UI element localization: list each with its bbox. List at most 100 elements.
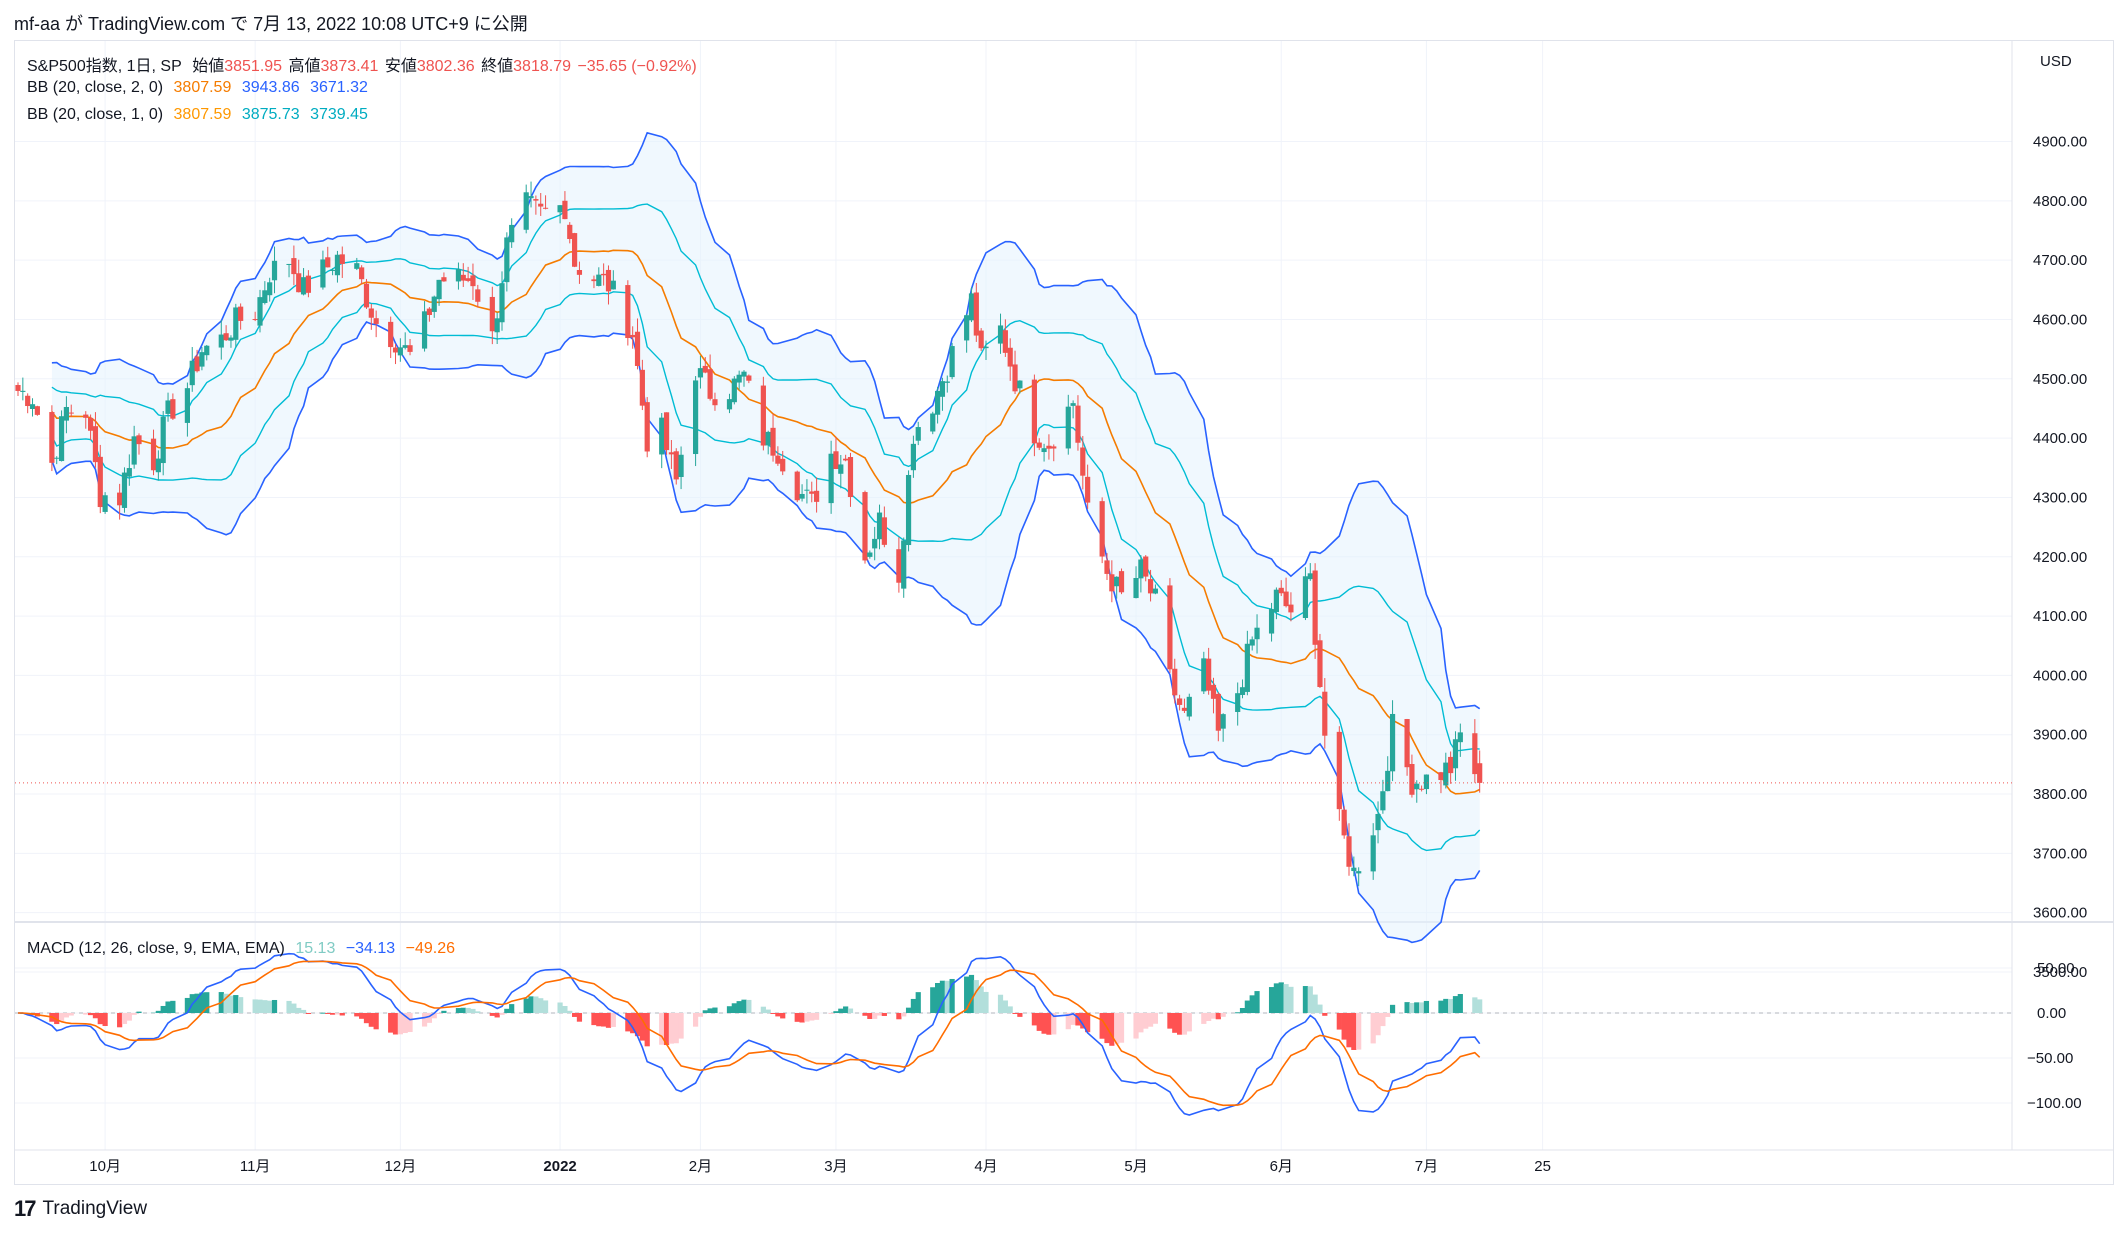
macd-histogram-bar (726, 1006, 733, 1013)
macd-histogram-bar (659, 1013, 665, 1045)
candle-body (121, 472, 128, 508)
candle-body (509, 224, 515, 243)
candle-body (426, 308, 432, 315)
macd-histogram-bar (155, 1010, 161, 1013)
price-tick-label: 4800.00 (2033, 193, 2087, 210)
macd-histogram-bar (1051, 1013, 1057, 1035)
candle-body (528, 196, 534, 199)
candle-body (1041, 448, 1047, 453)
candle-body (267, 282, 273, 296)
candle-body (102, 495, 108, 512)
macd-histogram-bar (252, 999, 258, 1013)
macd-histogram-bar (542, 1000, 549, 1013)
macd-histogram-bar (354, 1013, 360, 1017)
chart-frame[interactable] (14, 40, 2114, 1185)
price-legend[interactable]: S&P500指数, 1日, SP 始値3851.95 高値3873.41 安値3… (27, 52, 703, 76)
candle-body (1210, 684, 1217, 699)
bb2-legend[interactable]: BB (20, close, 2, 0) 3807.59 3943.86 367… (27, 79, 374, 97)
candle-body (1273, 589, 1279, 613)
price-tick-label: 4600.00 (2033, 311, 2087, 328)
macd-histogram-bar (426, 1013, 432, 1023)
candle-body (872, 538, 878, 549)
price-tick-label: 4300.00 (2033, 489, 2087, 506)
price-tick-label: 3600.00 (2033, 905, 2087, 922)
tradingview-logo[interactable]: 17 TradingView (14, 1196, 147, 1222)
candle-body (359, 267, 365, 280)
macd-histogram-bar (397, 1013, 403, 1035)
macd-histogram-bar (1356, 1013, 1362, 1050)
macd-histogram-bar (843, 1006, 849, 1013)
macd-histogram-bar (949, 978, 955, 1013)
macd-histogram-bar (363, 1013, 370, 1024)
macd-histogram-bar (1452, 996, 1459, 1013)
macd-histogram-bar (1302, 986, 1309, 1013)
macd-histogram-bar (455, 1008, 462, 1013)
bb-upper-1sd-line (51, 203, 1480, 752)
macd-histogram-bar (1351, 1013, 1357, 1050)
macd-histogram-bar (436, 1013, 442, 1014)
bb1-label: BB (20, close, 1, 0) (27, 106, 164, 123)
macd-histogram-bar (509, 1004, 515, 1013)
candle-body (1419, 788, 1425, 790)
macd-histogram-bar (905, 1007, 912, 1013)
macd-histogram-bar (1273, 983, 1279, 1013)
candle-body (189, 360, 195, 386)
macd-histogram-bar (1385, 1013, 1391, 1017)
macd-histogram-bar (291, 1003, 297, 1013)
candle-body (896, 549, 902, 583)
candle-body (944, 381, 950, 383)
candle-body (1249, 639, 1255, 646)
candle-body (770, 427, 776, 456)
candle-body (257, 297, 263, 326)
candle-body (843, 458, 849, 461)
macd-histogram-bar (121, 1013, 128, 1024)
macd-histogram-bar (1118, 1013, 1125, 1043)
macd-histogram-bar (325, 1013, 331, 1014)
candle-body (610, 280, 616, 290)
candle-body (296, 273, 302, 293)
macd-histogram-bar (702, 1010, 708, 1013)
candle-body (814, 490, 820, 502)
candle-body (693, 380, 699, 455)
candle-body (876, 512, 883, 540)
macd-histogram-bar (373, 1013, 379, 1030)
macd-histogram-bar (1012, 1013, 1018, 1014)
candle-body (1404, 719, 1410, 768)
candle-body (271, 260, 278, 281)
candle-body (1448, 756, 1454, 774)
macd-histogram-bar (760, 1006, 766, 1013)
macd-histogram-bar (1007, 1006, 1013, 1013)
candle-body (20, 390, 26, 392)
candle-body (1389, 713, 1396, 772)
candle-body (63, 406, 69, 421)
macd-legend[interactable]: MACD (12, 26, close, 9, EMA, EMA) 15.13 … (27, 940, 461, 958)
macd-histogram-bar (697, 1013, 704, 1017)
time-tick-label: 3月 (824, 1158, 847, 1175)
macd-histogram-bar (625, 1013, 631, 1032)
candle-body (1201, 658, 1207, 692)
macd-histogram-bar (330, 1013, 336, 1015)
macd-histogram-bar (673, 1013, 679, 1044)
macd-histogram-bar (199, 992, 205, 1013)
macd-histogram-bar (765, 1009, 771, 1013)
candle-body (1143, 556, 1149, 577)
macd-histogram-bar (1075, 1013, 1081, 1026)
time-tick-label: 6月 (1270, 1158, 1293, 1175)
macd-histogram-bar (1307, 986, 1313, 1013)
bb1-legend[interactable]: BB (20, close, 1, 0) 3807.59 3875.73 373… (27, 106, 374, 124)
macd-histogram-bar (194, 993, 200, 1013)
macd-histogram-bar (1181, 1013, 1188, 1035)
candle-body (49, 412, 55, 463)
candle-body (475, 289, 481, 302)
candle-body (1380, 791, 1386, 811)
candle-body (97, 456, 103, 508)
macd-histogram-bar (1477, 999, 1483, 1013)
candle-body (1181, 707, 1188, 711)
candle-body (1375, 813, 1381, 831)
candle-body (601, 273, 607, 276)
candle-body (25, 395, 31, 407)
macd-histogram-bar (204, 992, 210, 1013)
macd-histogram-bar (368, 1013, 374, 1027)
candle-body (596, 274, 602, 286)
